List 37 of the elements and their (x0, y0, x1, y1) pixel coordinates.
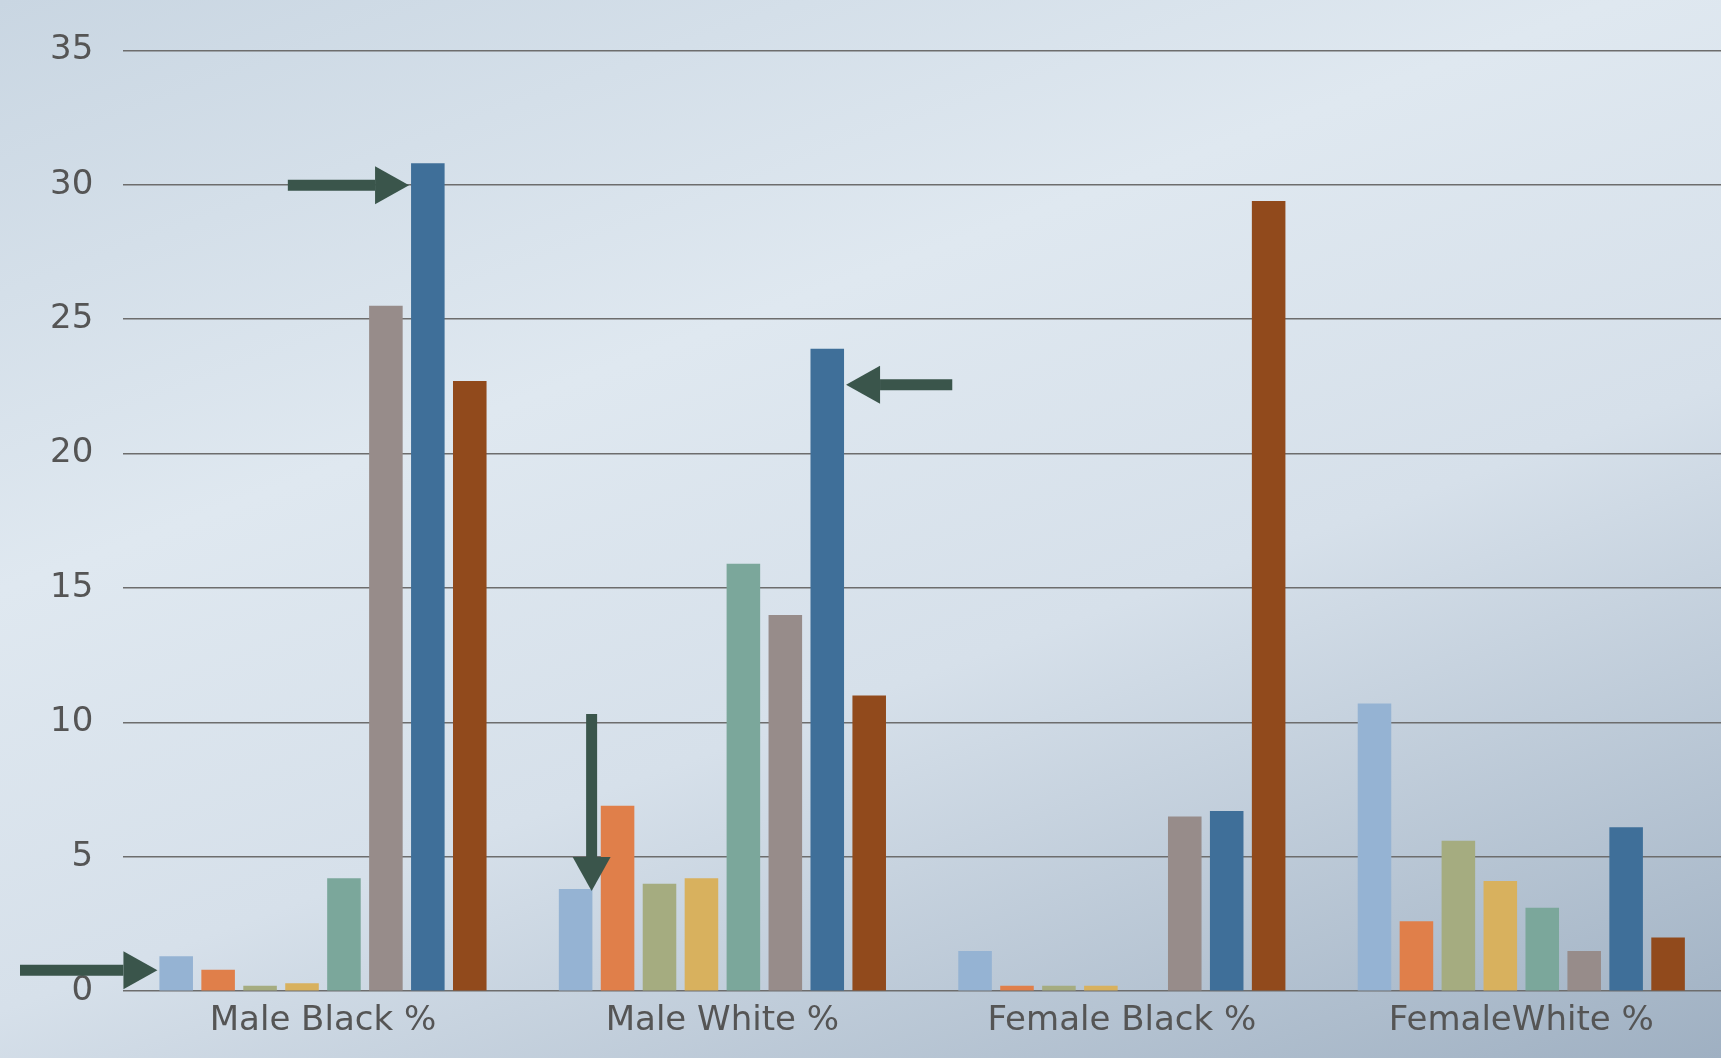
bar (411, 163, 445, 991)
x-tick-label: Female Black % (987, 998, 1257, 1039)
bar (852, 695, 886, 991)
bar (726, 563, 761, 991)
y-tick-label: 30 (50, 161, 94, 202)
bar (768, 614, 803, 991)
y-tick-label: 25 (50, 296, 94, 337)
bar (1441, 840, 1476, 991)
bar (369, 305, 403, 991)
bar (810, 348, 845, 991)
bar (327, 878, 361, 991)
bar (201, 969, 235, 991)
x-tick-label: Male White % (605, 998, 840, 1039)
bar (1567, 950, 1601, 991)
bar (1251, 200, 1286, 991)
bar (600, 805, 635, 991)
bar (684, 878, 719, 991)
bar (1167, 816, 1202, 991)
x-tick-label: FemaleWhite % (1388, 998, 1654, 1039)
bar (1651, 937, 1685, 991)
bar (1609, 827, 1643, 991)
bar (642, 883, 677, 991)
y-tick-label: 10 (50, 699, 94, 740)
y-tick-label: 0 (71, 968, 94, 1009)
bar (1525, 907, 1560, 991)
x-tick-label: Male Black % (209, 998, 437, 1039)
bar (1399, 921, 1434, 991)
bar (1209, 811, 1244, 991)
bar (1357, 703, 1392, 991)
y-tick-label: 20 (50, 430, 94, 471)
y-tick-label: 35 (50, 27, 94, 68)
bar (1483, 880, 1518, 991)
y-tick-label: 15 (50, 564, 94, 605)
bar (958, 950, 992, 991)
bar (453, 381, 487, 991)
y-tick-label: 5 (71, 833, 94, 874)
bar (285, 983, 319, 991)
